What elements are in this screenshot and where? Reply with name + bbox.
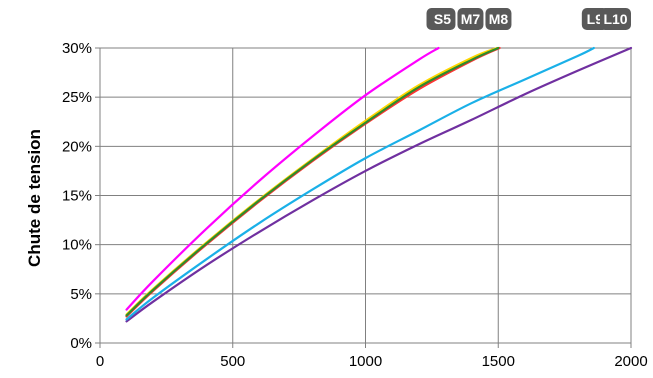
legend-badge-l10	[600, 8, 631, 30]
legend-label-m8: M8	[489, 11, 509, 27]
y-tick-label: 25%	[62, 89, 92, 106]
series-line-l10	[125, 46, 633, 323]
legend-badge-m7	[457, 8, 484, 30]
x-tick-label: 2000	[614, 353, 647, 370]
y-tick-label: 10%	[62, 237, 92, 254]
series-line-m7	[125, 46, 500, 317]
y-tick-label: 30%	[62, 40, 92, 57]
x-tick-label: 1500	[482, 353, 515, 370]
legend-label-l9: L9	[587, 11, 604, 27]
y-tick-label: 20%	[62, 138, 92, 155]
x-tick-label: 0	[96, 353, 104, 370]
legend-label-l10: L10	[603, 11, 627, 27]
plot-area-border	[99, 47, 632, 344]
series-line-s4	[125, 46, 440, 311]
series-line-l9	[125, 46, 595, 321]
y-tick-label: 15%	[62, 188, 92, 205]
series-line-s5	[125, 46, 499, 316]
y-tick-label: 0%	[70, 335, 92, 352]
legend-label-s5: S5	[434, 11, 451, 27]
y-axis-title: Chute de tension	[25, 129, 44, 267]
legend-badge-s5	[429, 8, 456, 30]
x-tick-label: 1000	[349, 353, 382, 370]
x-tick-label: 500	[220, 353, 245, 370]
legend-badge-m8	[485, 8, 512, 30]
grid	[95, 47, 632, 348]
legend: S4S5M7M8L9L10	[426, 8, 631, 30]
series-lines	[125, 46, 633, 323]
tick-labels: 0% 5% 10% 15% 20% 25% 30% 0 500 1000 1500 2000	[62, 40, 648, 370]
y-tick-label: 5%	[70, 286, 92, 303]
legend-label-m7: M7	[461, 11, 481, 27]
